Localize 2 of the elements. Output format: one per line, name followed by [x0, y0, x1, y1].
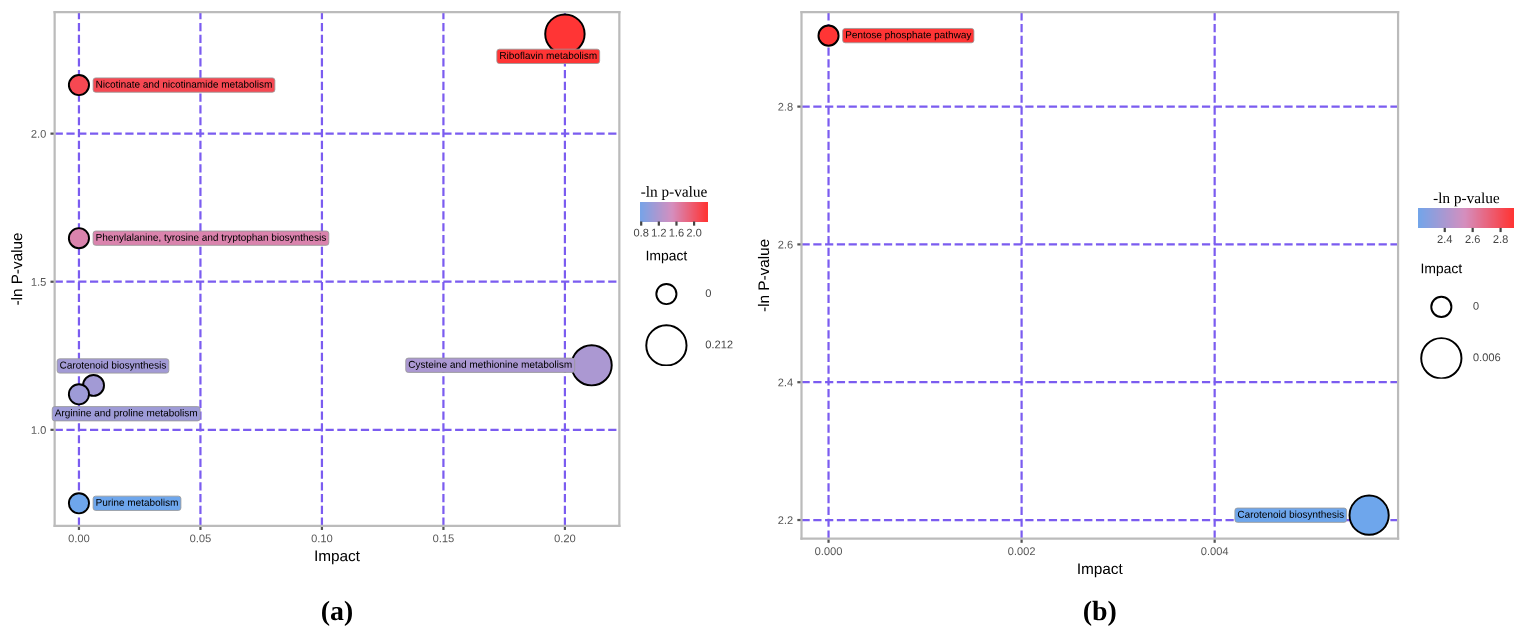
text: (a): [322, 600, 352, 626]
text: (b): [1084, 600, 1116, 626]
